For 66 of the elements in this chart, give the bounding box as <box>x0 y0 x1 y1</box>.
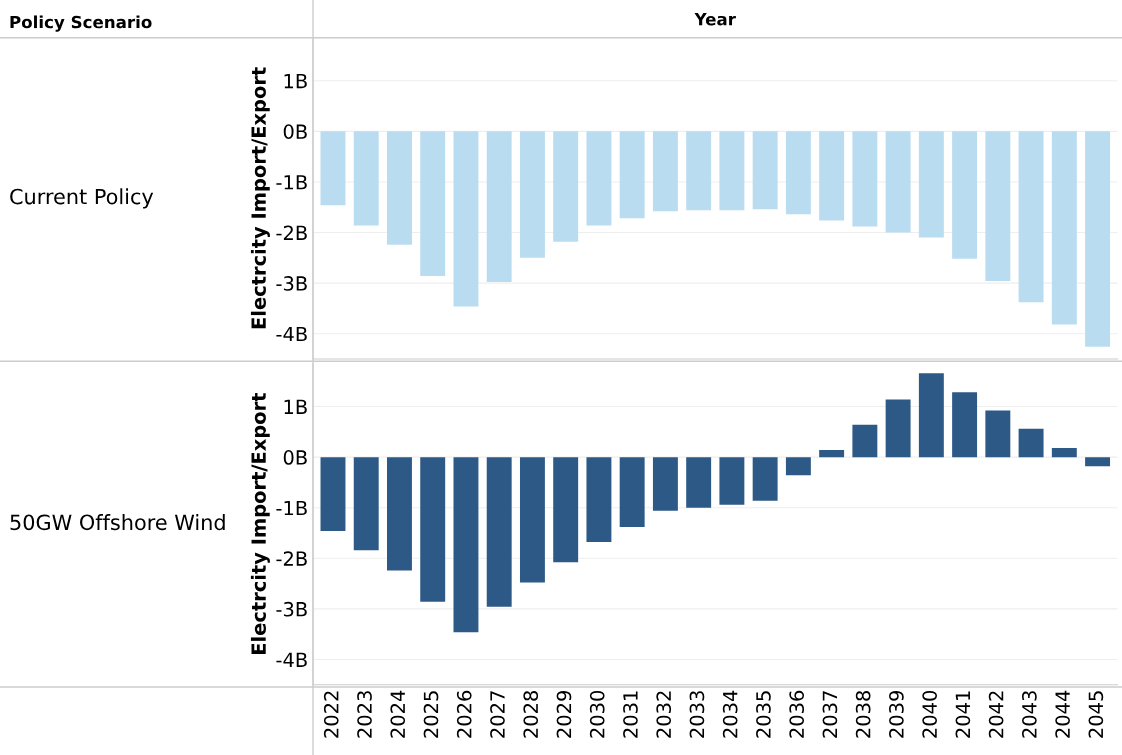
y-tick-label: -4B <box>276 326 307 342</box>
x-tick-label: 2036 <box>789 690 805 738</box>
y-tick-label: -3B <box>276 276 307 291</box>
bar <box>387 457 412 571</box>
y-tick-label: 0B <box>283 124 307 140</box>
bar <box>719 457 745 505</box>
bar <box>885 399 911 458</box>
bar <box>752 457 778 501</box>
x-tick-label: 2042 <box>988 691 1004 738</box>
y-tick-label: 1B <box>284 399 307 414</box>
bar <box>1085 457 1111 467</box>
text: Current Policy <box>10 188 154 209</box>
bar <box>819 450 845 458</box>
y-tick-label: 1B <box>284 73 307 89</box>
text: Policy Scenario <box>10 15 152 32</box>
x-tick-label: 2041 <box>955 691 971 738</box>
y-tick-label: -2B <box>276 551 307 566</box>
x-tick-label: 2034 <box>722 690 738 738</box>
y-tick-label: 0B <box>283 450 307 465</box>
y-tick-label: -1B <box>276 500 307 516</box>
x-tick-label: 2027 <box>490 691 505 738</box>
x-tick-label: 2045 <box>1088 691 1104 738</box>
bar <box>852 424 878 458</box>
bar <box>353 457 379 551</box>
bar <box>553 457 579 563</box>
bar <box>486 457 512 607</box>
y-tick-label: -3B <box>276 601 307 617</box>
x-tick-label: 2038 <box>855 690 871 738</box>
x-tick-label: 2032 <box>656 691 672 738</box>
bar <box>320 457 346 531</box>
bar <box>952 392 978 458</box>
text: 50GW Offshore Wind <box>10 514 225 531</box>
x-axis-title: Year <box>694 13 736 26</box>
bar <box>985 410 1011 458</box>
bar <box>1051 448 1077 458</box>
y-tick-label: -4B <box>276 652 307 667</box>
x-tick-label: 2028 <box>523 690 539 738</box>
bar <box>420 457 446 602</box>
bar <box>453 457 479 633</box>
x-tick-label: 2031 <box>623 691 638 738</box>
x-tick-label: 2029 <box>556 691 572 738</box>
x-tick-label: 2022 <box>323 691 339 738</box>
x-tick-label: 2035 <box>756 691 771 738</box>
bar <box>785 457 811 476</box>
bar <box>619 457 645 527</box>
bar <box>586 457 612 543</box>
x-tick-label: 2044 <box>1055 690 1070 738</box>
x-tick-label: 2030 <box>589 690 605 738</box>
x-tick-label: 2037 <box>822 691 838 738</box>
x-tick-label: 2025 <box>423 691 439 738</box>
y-axis-title: Electrcity Import/Export <box>250 67 270 329</box>
bar <box>519 457 545 583</box>
x-tick-label: 2039 <box>889 691 904 738</box>
x-tick-label: 2040 <box>922 690 937 738</box>
bar <box>918 373 944 458</box>
bar <box>652 457 678 511</box>
x-tick-label: 2026 <box>456 690 472 738</box>
y-tick-label: -2B <box>276 225 307 240</box>
y-tick-label: -1B <box>276 175 307 190</box>
bar <box>686 457 712 508</box>
bar <box>1018 428 1044 458</box>
y-axis-title: Electrcity Import/Export <box>250 392 270 654</box>
x-tick-label: 2024 <box>390 690 406 738</box>
x-tick-label: 2033 <box>689 691 705 738</box>
x-tick-label: 2043 <box>1022 691 1037 738</box>
x-tick-label: 2023 <box>357 691 372 738</box>
